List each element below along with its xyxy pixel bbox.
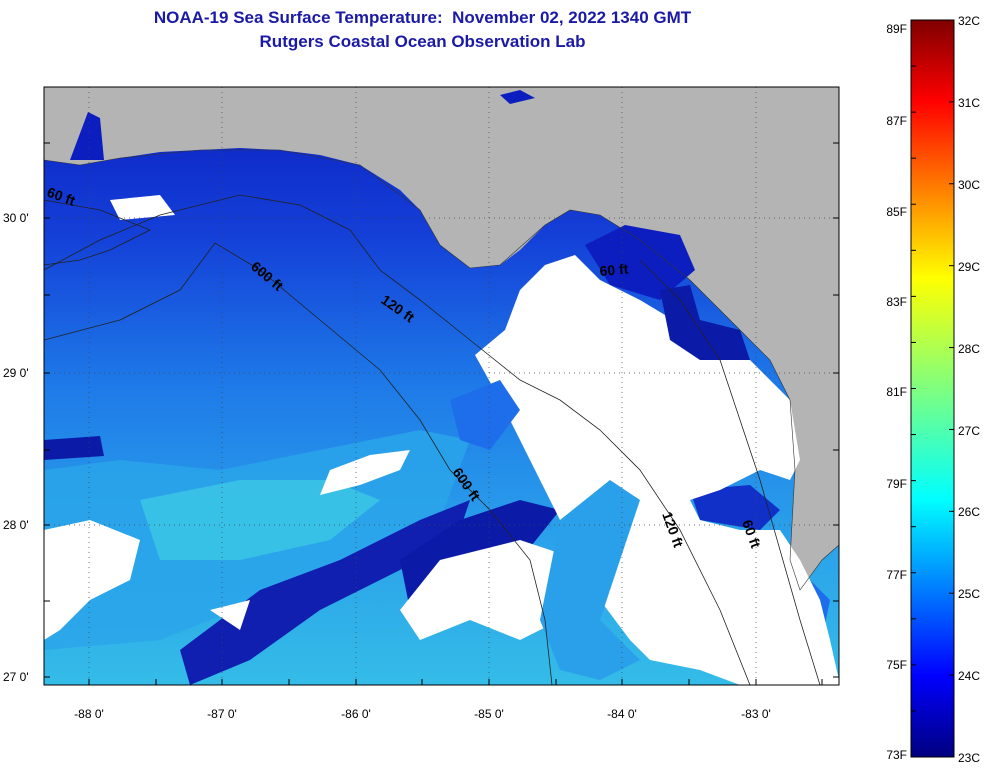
map-subtitle: Rutgers Coastal Ocean Observation Lab (259, 32, 586, 51)
map-ticks (44, 142, 839, 685)
cloud-area (320, 450, 410, 495)
colorbar-f-label: 79F (886, 477, 907, 491)
lon-label: -83 0' (741, 707, 771, 721)
land-area (44, 87, 839, 590)
contour-600ft (44, 242, 553, 685)
map-title: NOAA-19 Sea Surface Temperature: Novembe… (153, 8, 692, 27)
sst-patch (450, 380, 520, 450)
map-panel: 60 ft 600 ft 120 ft 60 ft 600 ft 120 ft … (44, 87, 839, 685)
cloud-area (400, 540, 580, 640)
lat-label: 27 0' (3, 670, 29, 684)
colorbar-c-label: 23C (958, 751, 980, 765)
sst-cold-streak (180, 500, 470, 685)
cloud-area (110, 195, 175, 220)
colorbar-c-label: 28C (958, 342, 980, 356)
lat-label: 29 0' (3, 366, 29, 380)
lon-label: -84 0' (607, 707, 637, 721)
colorbar-c-label: 29C (958, 260, 980, 274)
map-frame (43, 86, 840, 686)
colorbar-c-label: 24C (958, 669, 980, 683)
lon-label: -87 0' (207, 707, 237, 721)
bay-area (70, 112, 104, 160)
bay-area (500, 90, 535, 104)
colorbar-c-label: 32C (958, 14, 980, 28)
colorbar-gradient (910, 19, 955, 758)
lat-label: 28 0' (3, 518, 29, 532)
cloud-area (475, 255, 839, 685)
colorbar-f-label: 83F (886, 295, 907, 309)
sst-cyan-region (140, 480, 380, 560)
colorbar-f-label: 81F (886, 385, 907, 399)
sst-patch (540, 480, 640, 680)
colorbar-c-label: 26C (958, 505, 980, 519)
cloud-area (44, 520, 140, 640)
colorbar-f-label: 73F (886, 748, 907, 762)
colorbar-f-label: 77F (886, 568, 907, 582)
coastline (44, 149, 839, 591)
colorbar-c-label: 30C (958, 178, 980, 192)
sst-cold-patch (44, 436, 104, 460)
colorbar-c-label: 27C (958, 424, 980, 438)
contour-120ft (44, 194, 751, 685)
contour-60ft (44, 199, 151, 266)
lat-label: 30 0' (3, 211, 29, 225)
colorbar-f-label: 85F (886, 205, 907, 219)
colorbar: 89F 87F 85F 83F 81F 79F 77F 75F 73F 32C … (886, 14, 980, 765)
colorbar-c-label: 31C (958, 96, 980, 110)
colorbar-f-label: 89F (886, 22, 907, 36)
contour-60ft (639, 259, 821, 685)
bay-area (585, 225, 695, 300)
colorbar-f-label: 75F (886, 658, 907, 672)
sst-east-blue (690, 485, 780, 530)
colorbar-c-label: 25C (958, 587, 980, 601)
lon-label: -86 0' (341, 707, 371, 721)
cloud-area (210, 600, 250, 630)
colorbar-f-label: 87F (886, 114, 907, 128)
contour-label: 60 ft (599, 261, 629, 279)
lon-label: -85 0' (474, 707, 504, 721)
lon-label: -88 0' (74, 707, 104, 721)
